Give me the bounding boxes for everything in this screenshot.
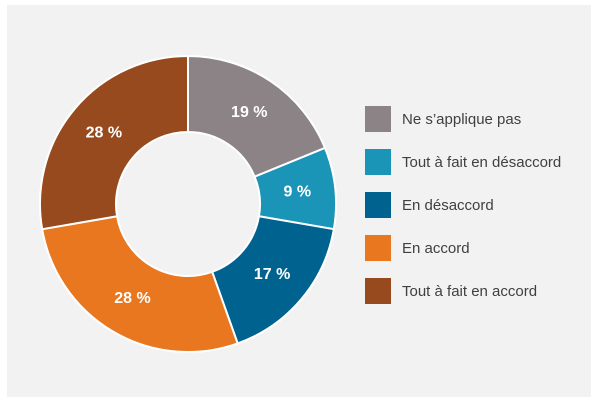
legend-swatch: [365, 106, 391, 132]
legend-swatch: [365, 235, 391, 261]
legend-label: Tout à fait en désaccord: [402, 154, 561, 171]
legend-label: Tout à fait en accord: [402, 283, 537, 300]
legend-swatch: [365, 192, 391, 218]
data-label: 28 %: [86, 124, 122, 141]
donut-slice: [187, 54, 327, 179]
donut-slice: [210, 215, 335, 345]
data-label: 28 %: [114, 290, 150, 307]
data-label: 17 %: [254, 266, 290, 283]
legend-label: En désaccord: [402, 197, 494, 214]
legend-label: En accord: [402, 240, 470, 257]
donut-slice: [39, 54, 189, 231]
data-label: 19 %: [231, 104, 267, 121]
donut-slice: [41, 215, 239, 353]
legend-swatch: [365, 149, 391, 175]
legend-label: Ne s’applique pas: [402, 111, 521, 128]
data-label: 9 %: [284, 183, 312, 200]
legend-swatch: [365, 278, 391, 304]
